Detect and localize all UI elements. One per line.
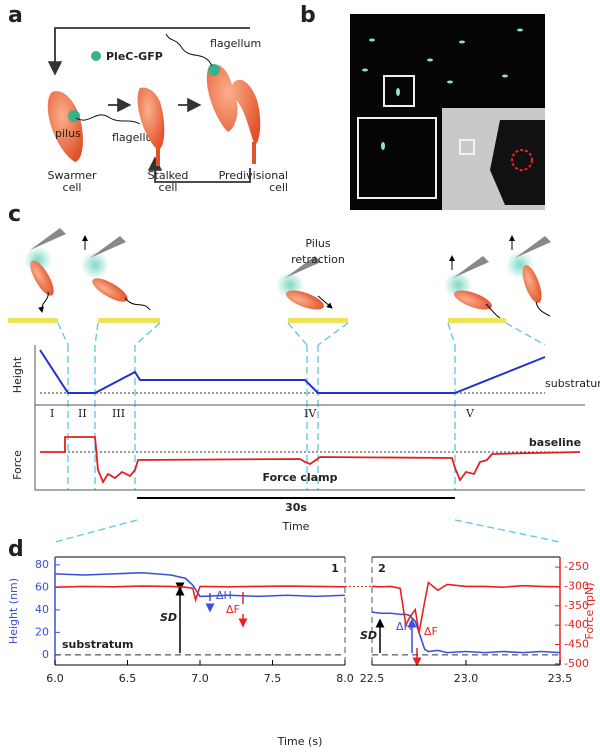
- y2-tick-label: -300: [564, 579, 589, 592]
- annotation: baseline: [529, 436, 581, 449]
- phases: I II III IV V: [50, 407, 475, 420]
- y2-tick-label: -400: [564, 618, 589, 631]
- y2-tick-label: -350: [564, 599, 589, 612]
- panel-label: a: [8, 3, 23, 28]
- annotation: Force clamp: [263, 471, 338, 484]
- x-tick-label: 7.0: [191, 672, 209, 685]
- stalked-cell: [137, 87, 165, 166]
- series-line: [371, 581, 561, 634]
- y-tick-label: 0: [42, 648, 49, 661]
- y-tick-label: 80: [35, 558, 49, 571]
- pipette: [490, 120, 545, 205]
- panel-b: b: [300, 3, 545, 210]
- zoom-box: [383, 75, 415, 107]
- force-schematic: [40, 436, 581, 484]
- y-tick-label: 20: [35, 625, 49, 638]
- annotation: ΔH: [216, 589, 232, 602]
- panel-a: a PleC-GFP pilus flagellum Swarmer cell S…: [8, 3, 288, 194]
- legend-dot: [91, 51, 101, 61]
- phase-label: III: [112, 407, 125, 420]
- series-line: [54, 585, 346, 603]
- cell-label: Stalked cell: [148, 169, 189, 194]
- y-tick-label: 60: [35, 580, 49, 593]
- chart-title: 1: [331, 562, 339, 575]
- legend-label: PleC-GFP: [106, 50, 163, 63]
- cartoons: [8, 228, 551, 323]
- annotation: ΔF: [424, 625, 438, 638]
- height-schematic: [39, 349, 546, 394]
- chart-title: 2: [378, 562, 386, 575]
- annotation: SD: [360, 629, 377, 642]
- x-tick-label: 22.5: [360, 672, 385, 685]
- x-tick-label: 7.5: [264, 672, 282, 685]
- x-axis-label: Time (s): [277, 735, 323, 748]
- axis-label: Force: [11, 450, 24, 480]
- phase-label: I: [50, 407, 54, 420]
- break-lines: [344, 557, 373, 665]
- x-tick-label: 6.0: [46, 672, 64, 685]
- x-tick-label: 6.5: [119, 672, 137, 685]
- panel-label: b: [300, 3, 316, 28]
- phase-label: II: [78, 407, 87, 420]
- cell-label: Swarmer cell: [47, 169, 97, 194]
- swarmer-cell: [47, 91, 141, 162]
- zoom-inset: [357, 117, 437, 199]
- cycle-arrow: [47, 27, 250, 76]
- annotation: ΔF: [226, 603, 240, 616]
- series-line: [54, 571, 346, 598]
- cycle-arrow: [147, 156, 251, 183]
- y-axis-label: Height (nm): [7, 578, 20, 644]
- axis-label: Height: [11, 356, 24, 393]
- guide-lines: [54, 322, 561, 543]
- axis-label: Time: [282, 520, 310, 533]
- x-tick-label: 23.0: [454, 672, 479, 685]
- y2-tick-label: -250: [564, 560, 589, 573]
- panel-label: d: [8, 537, 24, 562]
- x-tick-label: 8.0: [336, 672, 354, 685]
- zoom-box: [459, 139, 475, 155]
- series-line: [371, 611, 561, 654]
- y2-tick-label: -500: [564, 657, 589, 670]
- bacteria-spots: [362, 28, 523, 150]
- annotation: ΔH: [396, 620, 412, 633]
- y2-tick-label: -450: [564, 637, 589, 650]
- panel-label: c: [8, 202, 21, 227]
- predivisional-cell: [165, 33, 261, 164]
- x-tick-label: 23.5: [548, 672, 573, 685]
- panel-d: d Height (nm) Force (pN) Time (s) substr…: [7, 537, 596, 748]
- phase-label: V: [465, 407, 475, 420]
- y2-axis-label: Force (pN): [583, 582, 596, 639]
- flagellum-label: flagellum: [210, 37, 261, 50]
- target: [511, 149, 533, 171]
- annotation: substratum: [62, 638, 133, 651]
- scale-label: 30s: [285, 501, 307, 514]
- pilus-label: pilus: [55, 127, 81, 140]
- annotation: Pilus retraction: [291, 237, 345, 266]
- cell-label: Predivisional cell: [219, 169, 288, 194]
- annotation: SD: [160, 611, 177, 624]
- annotation: substratum: [545, 377, 600, 390]
- y-tick-label: 40: [35, 603, 49, 616]
- axes: [34, 345, 585, 491]
- phase-label: IV: [304, 407, 317, 420]
